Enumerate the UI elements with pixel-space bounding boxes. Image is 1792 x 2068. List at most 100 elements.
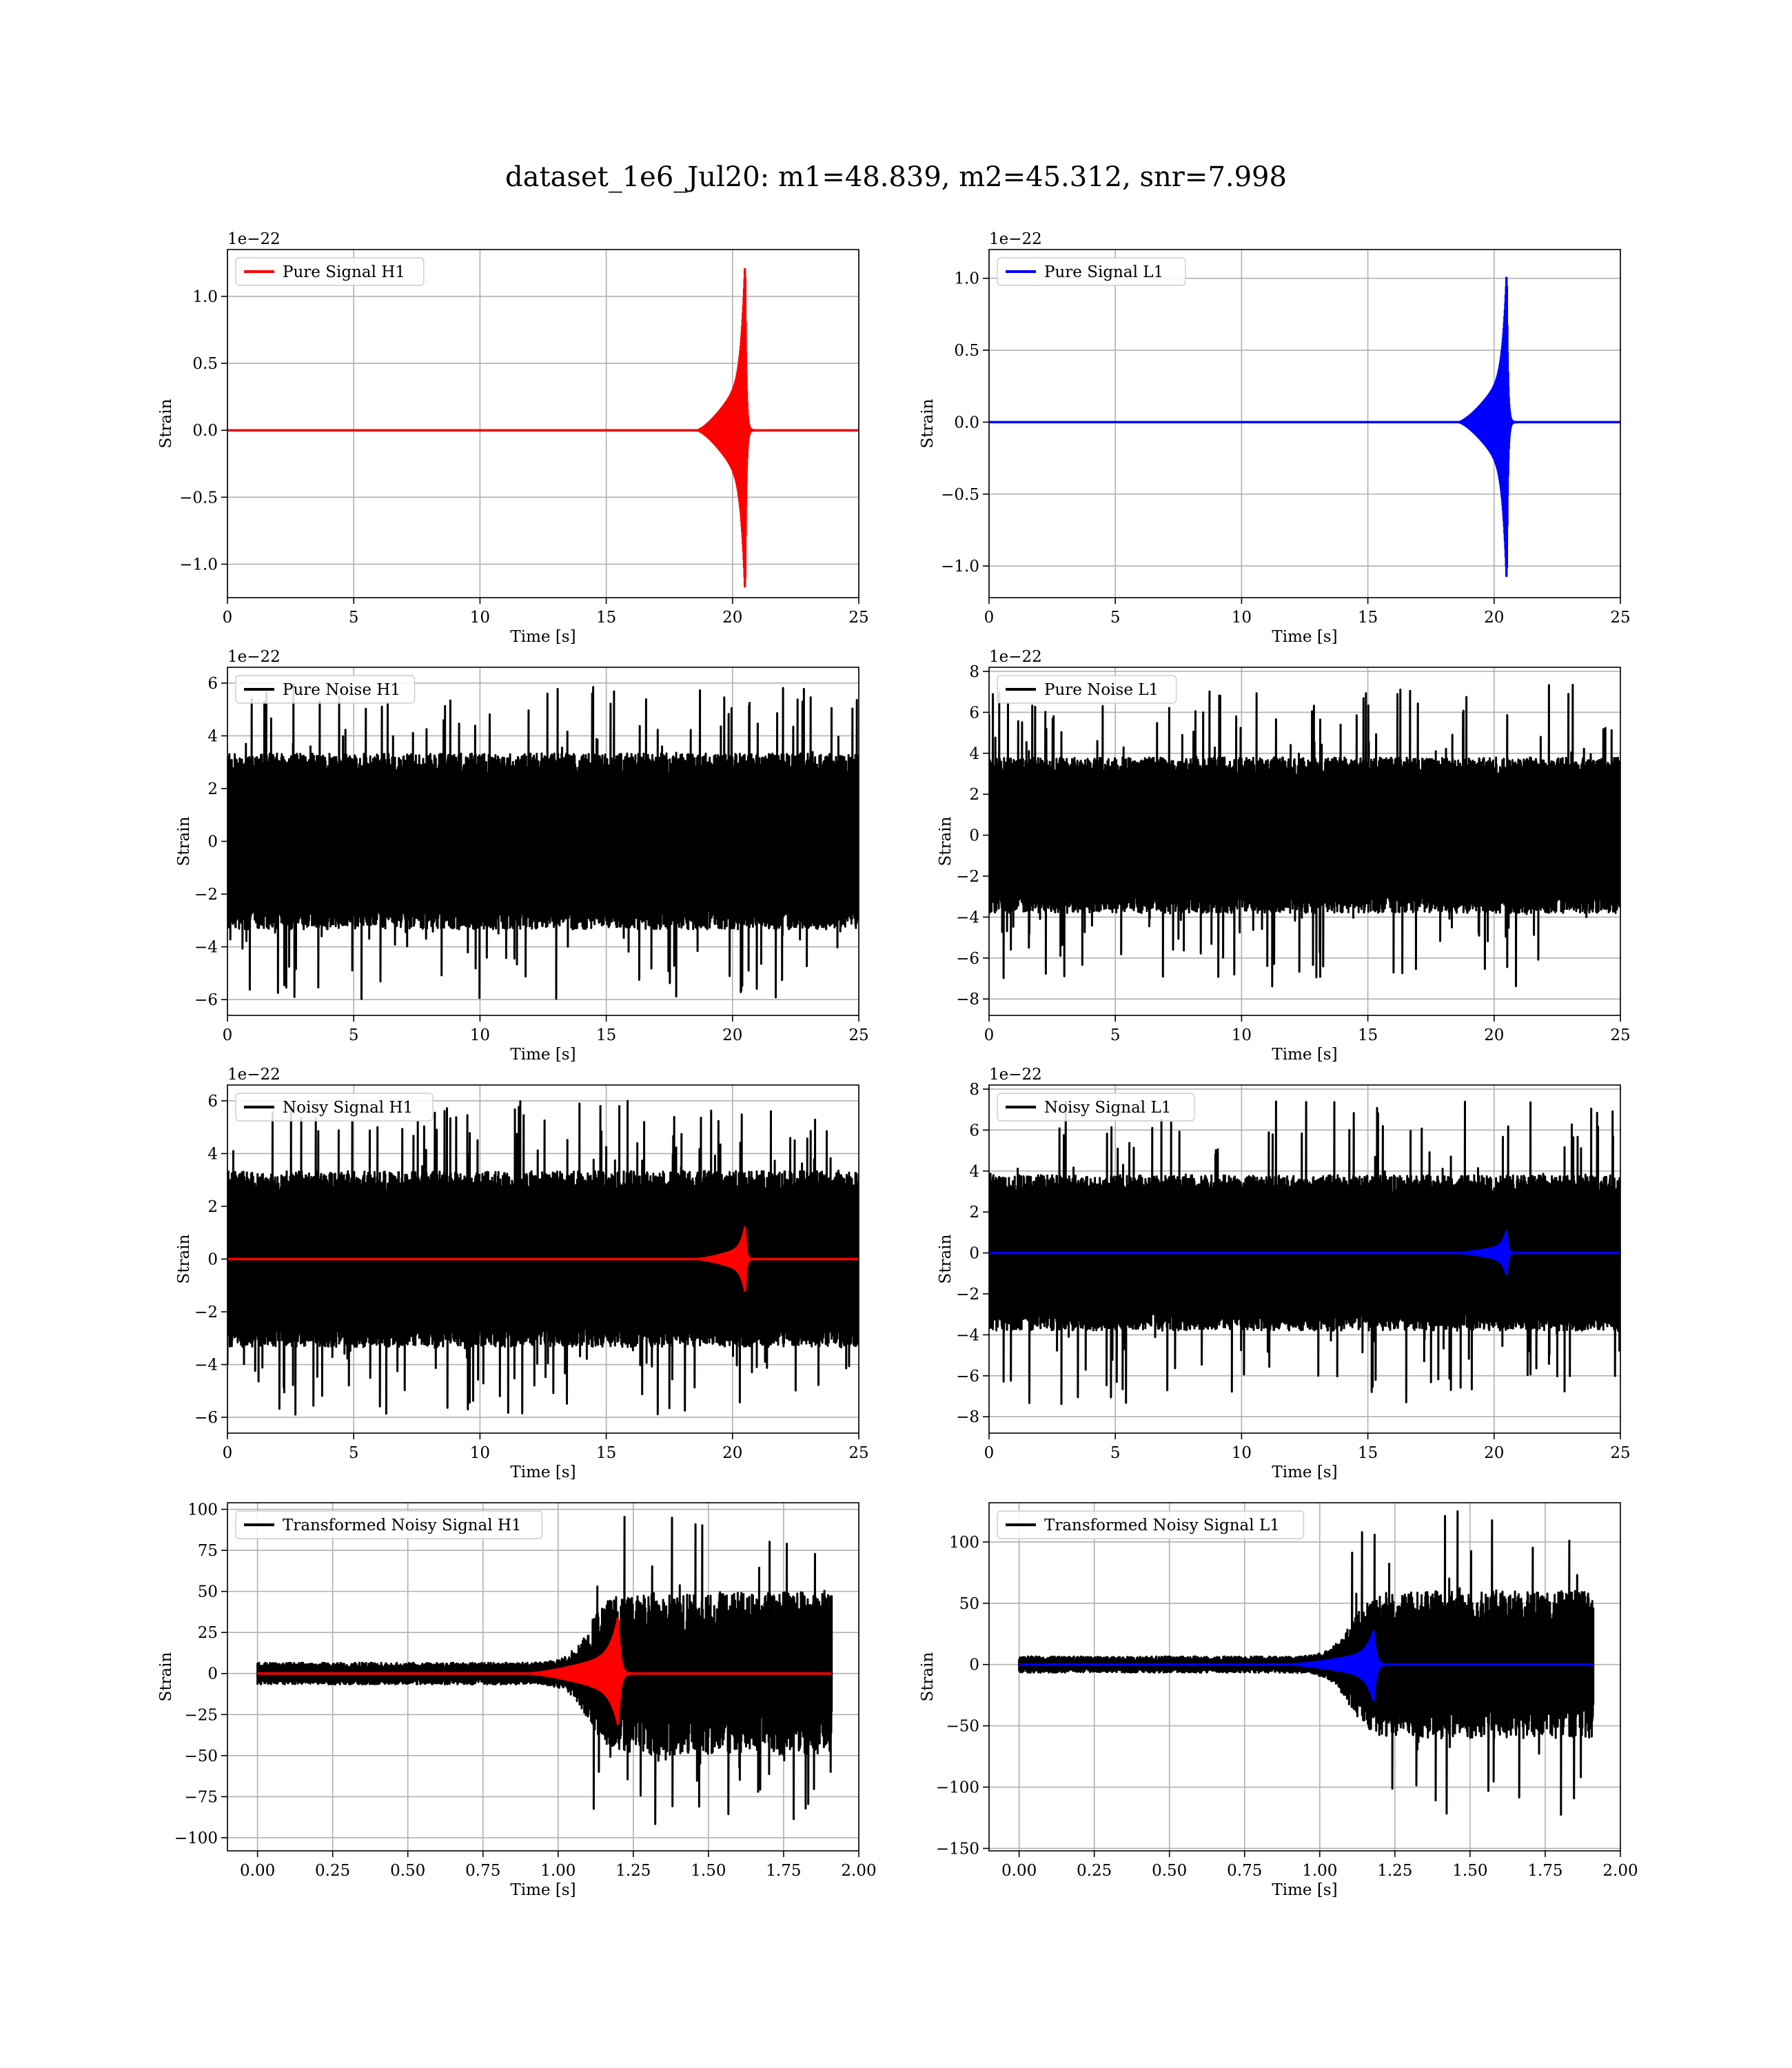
x-tick-label: 25: [1610, 1026, 1630, 1044]
x-tick-label: 0.50: [390, 1862, 425, 1880]
y-tick-label: −4: [956, 1326, 979, 1344]
axis-offset-text: 1e−22: [227, 648, 281, 666]
x-axis-label: Time [s]: [510, 1046, 576, 1064]
x-tick-label: 1.50: [1452, 1862, 1487, 1880]
legend-entry: Noisy Signal L1: [1044, 1099, 1171, 1117]
legend: Noisy Signal H1: [235, 1093, 434, 1122]
x-tick-label: 0: [984, 609, 995, 627]
plot-area: [989, 250, 1620, 598]
y-tick-label: −4: [194, 939, 218, 957]
series-line-overlay-1: [227, 1226, 859, 1292]
plot-series-group: [989, 1100, 1620, 1406]
axes-frame: [988, 1502, 1621, 1852]
plot-series-group: [256, 1516, 833, 1825]
y-tick-label: −1.0: [941, 558, 979, 576]
legend-box: [235, 675, 416, 704]
axes-frame: [988, 249, 1621, 598]
y-tick-label: −100: [936, 1779, 979, 1797]
chart-panel-pure-noise-l1: 0 5 10 15 20 25 −8 −6 −4 −2 0 2 4 6 8 Time [s] Strain 1e−…: [937, 648, 1631, 1064]
series-line-overlay-1: [257, 1617, 833, 1725]
x-tick-label: 25: [848, 1444, 868, 1462]
x-tick-label: 15: [596, 609, 616, 627]
x-tick-label: 25: [1610, 1444, 1630, 1462]
y-tick-label: 75: [198, 1542, 218, 1560]
y-tick-label: −8: [956, 991, 979, 1008]
y-axis-label: Strain: [937, 1234, 955, 1284]
x-tick-label: 0.50: [1152, 1862, 1187, 1880]
legend-entry: Transformed Noisy Signal L1: [1044, 1517, 1280, 1534]
axes-frame: [227, 249, 859, 598]
y-tick-label: 6: [969, 704, 979, 722]
x-tick-label: 5: [1110, 1444, 1121, 1462]
y-tick-label: 0: [969, 827, 979, 845]
x-axis-label: Time [s]: [510, 628, 576, 646]
x-tick-label: 1.25: [1377, 1862, 1412, 1880]
x-tick-label: 0: [984, 1026, 995, 1044]
x-axis-label: Time [s]: [1272, 1463, 1337, 1481]
x-tick-label: 1.75: [766, 1862, 801, 1880]
y-tick-label: 100: [187, 1501, 218, 1519]
legend-entry: Transformed Noisy Signal H1: [283, 1517, 522, 1534]
x-axis-label: Time [s]: [1272, 1046, 1337, 1064]
series-line-pure-noise-h1: [227, 683, 859, 1000]
x-tick-label: 0.00: [1001, 1862, 1037, 1880]
x-tick-label: 1.75: [1527, 1862, 1562, 1880]
chart-panel-pure-signal-h1: 0 5 10 15 20 25 −1.0 −0.5 0.0 0.5 1.0 Time [s] Strai…: [157, 230, 869, 646]
chart-panel-pure-signal-l1: 0 5 10 15 20 25 −1.0 −0.5 0.0 0.5 1.0 Time [s] Strai…: [919, 230, 1631, 646]
y-tick-label: −8: [956, 1408, 979, 1426]
y-tick-label: 6: [207, 675, 218, 693]
y-tick-label: −75: [184, 1788, 218, 1806]
x-tick-label: 15: [1358, 1444, 1378, 1462]
series-line-overlay-1: [989, 1230, 1620, 1276]
x-tick-label: 1.25: [615, 1862, 651, 1880]
y-tick-label: 2: [207, 1198, 218, 1216]
axes-frame: [988, 667, 1621, 1016]
chart-panel-transformed-h1: 0.00 0.25 0.50 0.75 1.00 1.25 1.50 1.75 2.00 −100…: [157, 1501, 877, 1899]
y-tick-label: 25: [198, 1624, 218, 1642]
x-tick-label: 25: [848, 1026, 868, 1044]
y-tick-label: −6: [194, 991, 218, 1009]
x-tick-label: 10: [470, 1026, 490, 1044]
legend: Transformed Noisy Signal H1: [235, 1510, 543, 1539]
y-tick-label: 100: [949, 1534, 979, 1552]
x-axis-label: Time [s]: [510, 1463, 576, 1481]
x-tick-label: 1.00: [540, 1862, 576, 1880]
figure-title: dataset_1e6_Jul20: m1=48.839, m2=45.312,…: [505, 161, 1287, 193]
y-tick-label: 0: [207, 1251, 218, 1269]
legend-entry: Pure Noise L1: [1044, 681, 1159, 699]
x-tick-label: 25: [1610, 609, 1630, 627]
x-tick-label: 10: [1232, 1444, 1252, 1462]
x-tick-label: 20: [722, 1444, 742, 1462]
y-tick-label: 6: [207, 1093, 218, 1111]
y-tick-label: −0.5: [941, 486, 979, 504]
y-tick-label: −2: [956, 1286, 979, 1304]
axis-offset-text: 1e−22: [227, 230, 281, 248]
x-tick-label: 10: [1232, 609, 1252, 627]
legend: Noisy Signal L1: [997, 1093, 1195, 1122]
x-tick-label: 25: [848, 609, 868, 627]
y-tick-label: 4: [969, 1163, 979, 1181]
legend-box: [997, 1510, 1305, 1539]
legend: Pure Noise H1: [235, 675, 416, 704]
y-tick-label: 0: [207, 833, 218, 851]
y-tick-label: −0.5: [179, 489, 218, 507]
x-tick-label: 0: [223, 1026, 233, 1044]
axes-frame: [988, 1084, 1621, 1434]
chart-panel-transformed-l1: 0.00 0.25 0.50 0.75 1.00 1.25 1.50 1.75 2.00 −150…: [919, 1502, 1638, 1899]
y-tick-label: 2: [969, 786, 979, 804]
y-tick-label: −6: [956, 1368, 979, 1386]
chart-panel-noisy-signal-l1: 0 5 10 15 20 25 −8 −6 −4 −2 0 2 4 6 8 Time [s] Strain 1e−…: [937, 1066, 1631, 1481]
x-tick-label: 1.00: [1302, 1862, 1337, 1880]
plot-series-group: [1018, 1510, 1595, 1816]
x-tick-label: 10: [470, 609, 490, 627]
y-tick-label: −4: [194, 1357, 218, 1375]
x-axis-label: Time [s]: [1272, 628, 1337, 646]
y-tick-label: 50: [198, 1583, 218, 1601]
y-tick-label: −1.0: [179, 556, 218, 574]
x-tick-label: 10: [1232, 1026, 1252, 1044]
y-tick-label: 4: [969, 745, 979, 763]
x-axis-label: Time [s]: [1272, 1881, 1337, 1899]
legend-entry: Pure Signal L1: [1044, 263, 1163, 281]
legend-box: [997, 1093, 1195, 1122]
legend-entry: Noisy Signal H1: [283, 1099, 413, 1117]
